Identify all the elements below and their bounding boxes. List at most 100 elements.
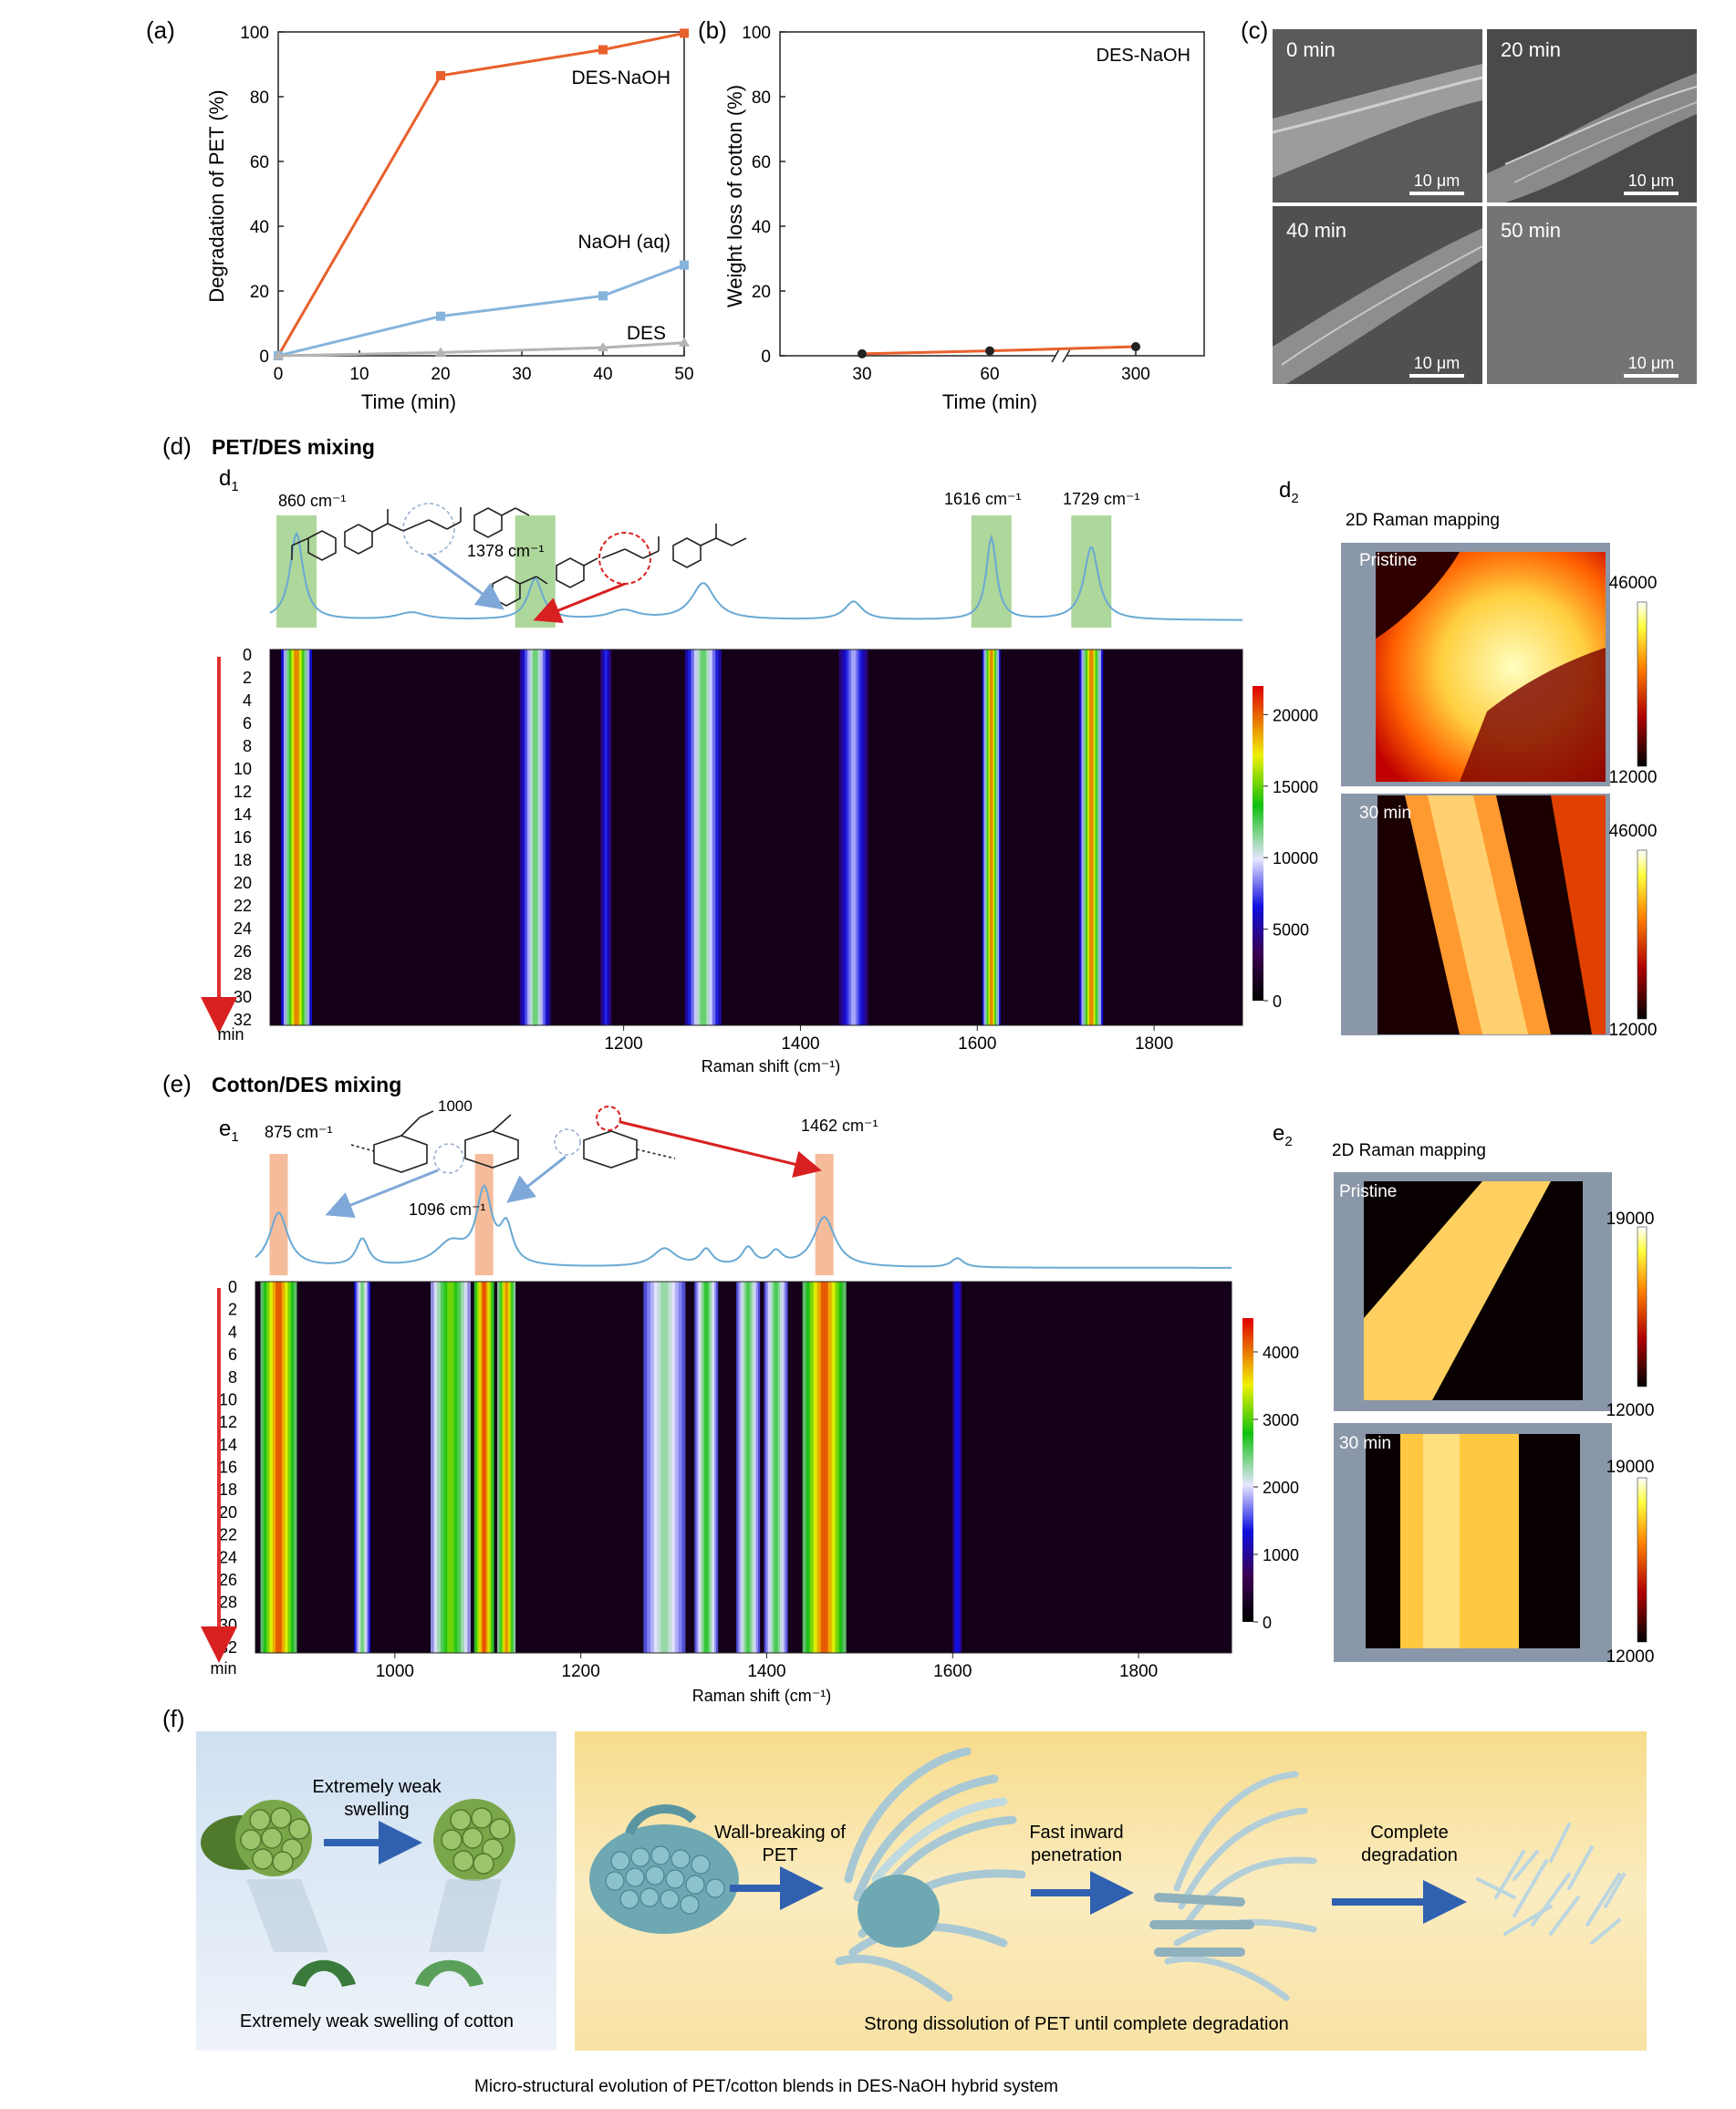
pet-bundle-penetration: [1149, 1771, 1317, 2001]
heatmap-peak-column: [820, 1282, 828, 1653]
f-step1-line1: Wall-breaking of: [714, 1823, 846, 1843]
x-tick-label: 1800: [1119, 1662, 1158, 1681]
cotton-bundle-after: [433, 1799, 515, 1881]
y-tick-label: 12: [234, 783, 252, 801]
colorbar-tick-label: 10000: [1273, 849, 1318, 867]
legend-des-naoh: DES-NaOH: [571, 68, 670, 88]
y-tick-label: 16: [234, 828, 252, 847]
y-tick-label: 22: [234, 897, 252, 915]
d1-xlabel: Raman shift (cm⁻¹): [702, 1057, 841, 1075]
x-tick-label: 10: [349, 365, 369, 384]
x-tick-label: 300: [1121, 365, 1150, 384]
d2-cb-max-bottom: 46000: [1609, 822, 1658, 841]
d1-arrow-blue: [428, 553, 504, 610]
colorbar-tick-label: 0: [1273, 992, 1282, 1011]
y-tick-label: 0: [243, 646, 252, 664]
heatmap-peak-column: [660, 1282, 669, 1653]
heatmap-peak-column: [275, 1282, 282, 1653]
panel-label-c: (c): [1241, 16, 1268, 44]
d1-peak-1729: 1729 cm⁻¹: [1063, 490, 1140, 508]
y-tick-label: 24: [234, 919, 252, 938]
y-tick-label: 8: [243, 737, 252, 755]
d1-heatmap: [270, 649, 1242, 1025]
pet-bundle-intact: [589, 1804, 739, 1934]
heatmap-peak-column: [745, 1282, 751, 1653]
d1-peak-1378: 1378 cm⁻¹: [467, 542, 545, 560]
colorbar-tick-label: 5000: [1273, 921, 1309, 940]
chart-b-xlabel: Time (min): [942, 390, 1037, 413]
sem-tile-50min: 50 min 10 μm: [1487, 206, 1697, 384]
colorbar-tick-label: 2000: [1263, 1479, 1299, 1497]
pet-structure-diagram: [291, 503, 747, 607]
pet-bundle-wallbreaking: [835, 1747, 1026, 2002]
axis-break-mark: [1062, 348, 1071, 363]
highlight-band: [1071, 515, 1112, 628]
chart-a-ylabel: Degradation of PET (%): [205, 89, 228, 302]
f-pet-caption: Strong dissolution of PET until complete…: [864, 2014, 1288, 2034]
e1-chem-label: 1000: [438, 1097, 473, 1115]
y-tick-label: 10: [219, 1390, 237, 1408]
chart-b-marks: [858, 342, 1140, 358]
sem-tile-0min: 0 min 10 μm: [1272, 29, 1483, 203]
x-tick-label: 40: [593, 365, 612, 384]
chart-b-axes: 30 60 300 0 20 40 60 80 100: [742, 24, 1205, 384]
e1-colorbar-ticks: 0 1000 2000 3000 4000: [1253, 1344, 1299, 1632]
heatmap-peak-column: [700, 649, 707, 1025]
y-tick-label: 20: [219, 1503, 237, 1522]
e2-cb-min-top: 12000: [1606, 1401, 1655, 1420]
data-point: [1131, 342, 1140, 352]
f-step3-line1: Complete: [1370, 1823, 1449, 1843]
y-tick-label: 16: [219, 1459, 237, 1477]
d1-reference-spectrum: [269, 531, 1242, 621]
panel-e-title: Cotton/DES mixing: [212, 1073, 401, 1096]
d1-colorbar-ticks: 0 5000 10000 15000 20000: [1263, 706, 1318, 1011]
heatmap-peak-column: [447, 1282, 454, 1653]
f-cotton-step-line1: Extremely weak: [312, 1777, 442, 1797]
pet-fragments-degraded: [1476, 1823, 1626, 1945]
e1-heatmap-axes: 1000 1200 1400 1600 180002468101214161820222…: [219, 1278, 1232, 1681]
y-tick-label: 6: [228, 1345, 237, 1364]
panel-d: (d) PET/DES mixing d1 860 cm⁻¹ 1378 cm⁻¹…: [162, 432, 1657, 1075]
d1-label: d1: [219, 466, 239, 494]
e2-pristine-label: Pristine: [1339, 1182, 1397, 1201]
e1-colorbar: [1242, 1318, 1253, 1622]
e1-heatmap: [255, 1282, 1232, 1653]
sem-label-0min: 0 min: [1286, 38, 1336, 61]
x-tick-label: 30: [512, 365, 531, 384]
x-tick-label: 20: [431, 365, 450, 384]
y-tick-label: 80: [250, 88, 269, 108]
y-tick-label: 0: [228, 1278, 237, 1296]
x-tick-label: 30: [852, 365, 871, 384]
legend-naoh-aq: NaOH (aq): [577, 232, 670, 253]
x-tick-label: 1400: [747, 1662, 785, 1681]
data-point: [436, 70, 445, 80]
y-tick-label: 22: [219, 1526, 237, 1544]
y-tick-label: 14: [219, 1436, 237, 1454]
y-tick-label: 32: [234, 1011, 252, 1029]
x-tick-label: 1000: [376, 1662, 414, 1681]
panel-d-title: PET/DES mixing: [212, 435, 375, 459]
panel-label-a: (a): [146, 16, 175, 44]
legend-b-des-naoh: DES-NaOH: [1097, 46, 1190, 66]
y-tick-label: 0: [761, 348, 771, 367]
y-tick-label: 32: [219, 1638, 237, 1657]
scale-bar-label: 10 μm: [1414, 171, 1460, 190]
heatmap-peak-column: [504, 1282, 508, 1653]
y-tick-label: 4: [243, 691, 252, 710]
e2-map-pristine: Pristine: [1334, 1172, 1612, 1411]
y-tick-label: 4: [228, 1323, 237, 1341]
e1-arrow-red: [619, 1120, 822, 1178]
y-tick-label: 60: [250, 153, 269, 172]
d1-min-label: min: [217, 1025, 244, 1044]
x-tick-label: 1800: [1135, 1034, 1173, 1054]
chart-a-marks: [273, 28, 690, 360]
panel-label-f: (f): [162, 1705, 185, 1732]
d1-peak-1616: 1616 cm⁻¹: [944, 490, 1022, 508]
highlight-band: [815, 1154, 834, 1275]
e1-min-label: min: [210, 1659, 236, 1678]
e2-colorbar-bottom: [1637, 1477, 1648, 1643]
series-line: [276, 31, 685, 357]
e1-label: e1: [219, 1117, 239, 1145]
highlight-band: [971, 515, 1012, 628]
